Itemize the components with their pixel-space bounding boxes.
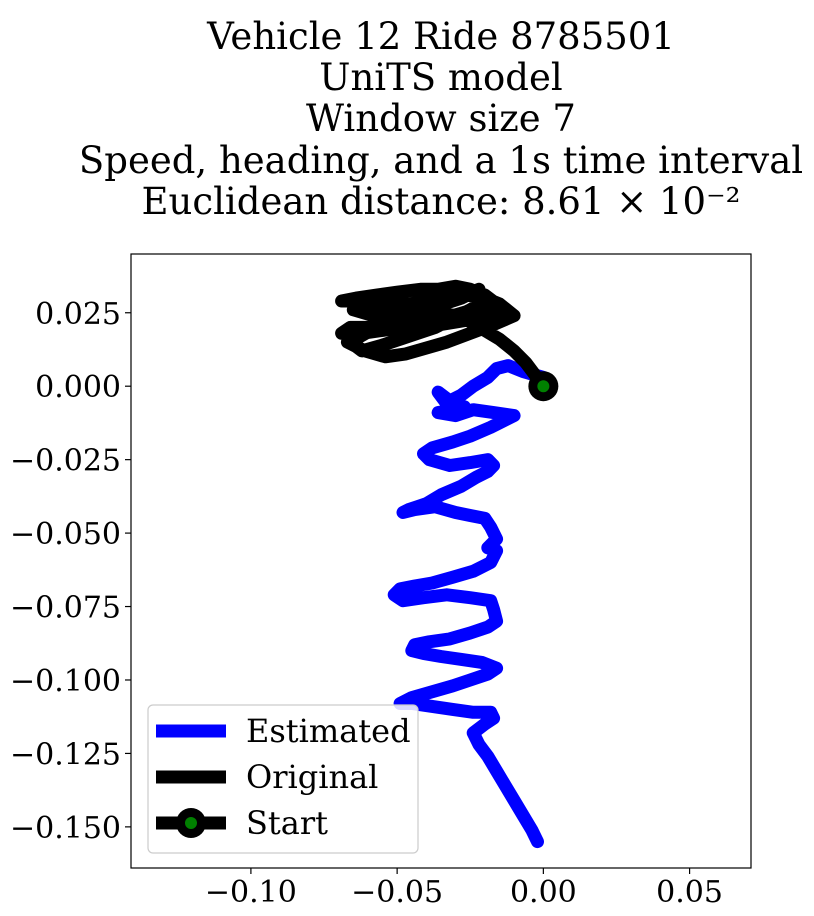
y-tick-label: −0.025 <box>10 444 121 479</box>
plot-frame <box>130 253 752 869</box>
series-layer <box>335 279 559 849</box>
y-axis: 0.025 0.000 −0.025 −0.050 −0.075 −0.100 −0.125… <box>10 297 131 846</box>
start-marker-inner <box>537 380 550 393</box>
x-tick-label: −0.05 <box>351 875 443 910</box>
series-line-estimated <box>387 359 550 849</box>
legend: Estimated Original Start <box>147 704 419 854</box>
x-tick-label: −0.10 <box>205 875 297 910</box>
title-line-5: Euclidean distance: 8.61 × 10⁻² <box>142 180 741 223</box>
x-axis: −0.10 −0.05 0.00 0.05 <box>205 868 723 910</box>
legend-box <box>147 704 419 854</box>
y-tick-label: −0.050 <box>10 517 121 552</box>
legend-label-estimated: Estimated <box>246 712 411 750</box>
legend-label-start: Start <box>246 804 328 842</box>
title-line-4: Speed, heading, and a 1s time interval <box>79 139 803 182</box>
title-line-1: Vehicle 12 Ride 8785501 <box>206 15 675 58</box>
y-tick-label: −0.100 <box>10 664 121 699</box>
y-tick-label: −0.125 <box>10 737 121 772</box>
y-tick-label: 0.000 <box>35 370 121 405</box>
title-line-2: UniTS model <box>319 56 562 99</box>
legend-label-original: Original <box>246 758 378 796</box>
legend-start-marker-inner <box>185 817 197 829</box>
title-line-3: Window size 7 <box>306 97 576 140</box>
y-tick-label: 0.025 <box>35 297 121 332</box>
y-tick-label: −0.150 <box>10 811 121 846</box>
y-tick-label: −0.075 <box>10 591 121 626</box>
series-line-original <box>335 279 550 393</box>
x-tick-label: 0.00 <box>510 875 577 910</box>
x-tick-label: 0.05 <box>656 875 723 910</box>
